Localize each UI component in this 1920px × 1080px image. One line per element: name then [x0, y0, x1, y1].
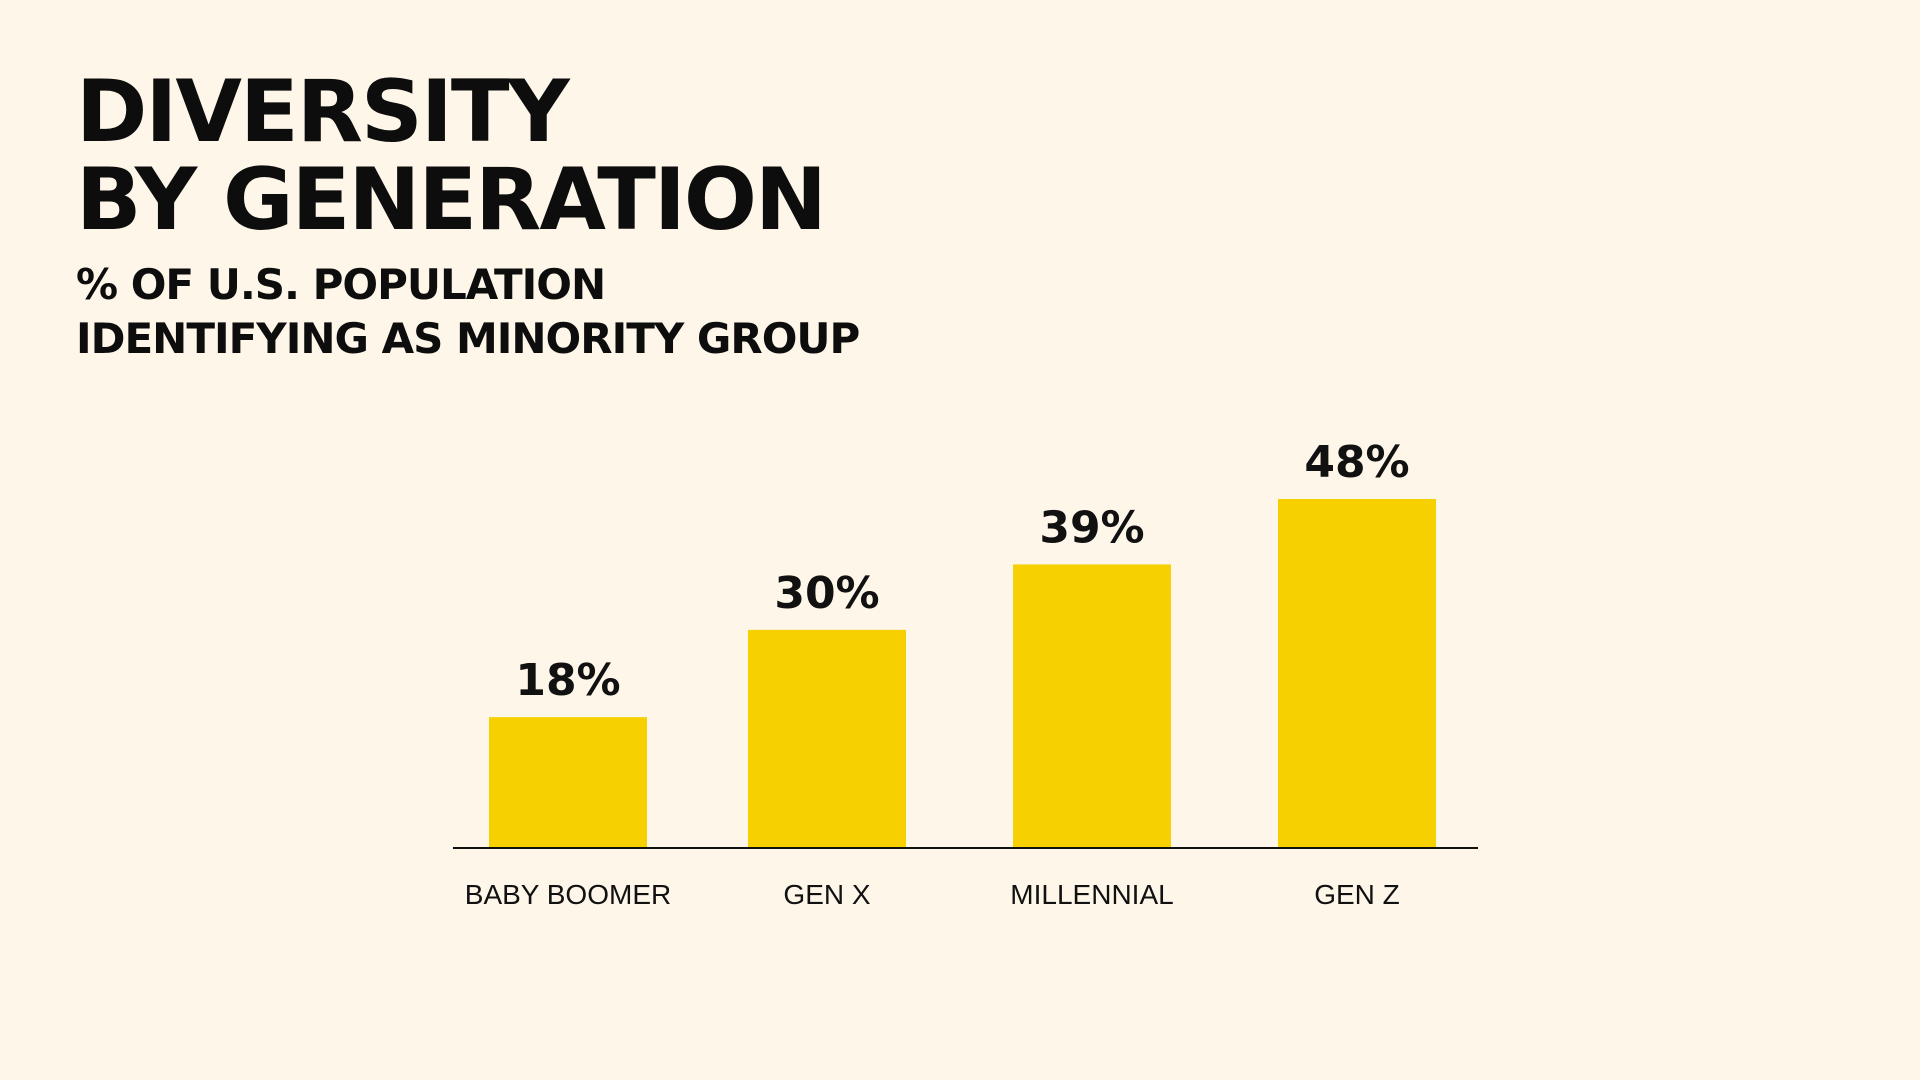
chart-subtitle: % OF U.S. POPULATION IDENTIFYING AS MINO… — [76, 258, 860, 366]
chart-subtitle-line-2: IDENTIFYING AS MINORITY GROUP — [76, 314, 860, 363]
bar-millennial — [1013, 564, 1171, 848]
chart-title-line-1: DIVERSITY — [76, 62, 570, 162]
bar-value-label: 48% — [1304, 437, 1409, 488]
bar-gen-x — [748, 629, 906, 848]
bar-value-label: 39% — [1039, 502, 1144, 553]
chart-title: DIVERSITY BY GENERATION — [76, 62, 827, 250]
x-tick-label: GEN X — [783, 879, 870, 910]
bar-value-label: 18% — [515, 655, 620, 706]
x-tick-label: GEN Z — [1314, 879, 1400, 910]
chart-title-line-2: BY GENERATION — [76, 150, 827, 250]
bar-value-label: 30% — [774, 568, 879, 619]
bar-gen-z — [1278, 499, 1436, 848]
bar-baby-boomer — [489, 717, 647, 848]
chart-subtitle-line-1: % OF U.S. POPULATION — [76, 260, 606, 309]
x-tick-label: MILLENNIAL — [1010, 879, 1173, 910]
bars-group: 18% BABY BOOMER 30% GEN X 39% MILLENNIAL 48% GE… — [465, 437, 1436, 910]
x-tick-label: BABY BOOMER — [465, 879, 671, 910]
